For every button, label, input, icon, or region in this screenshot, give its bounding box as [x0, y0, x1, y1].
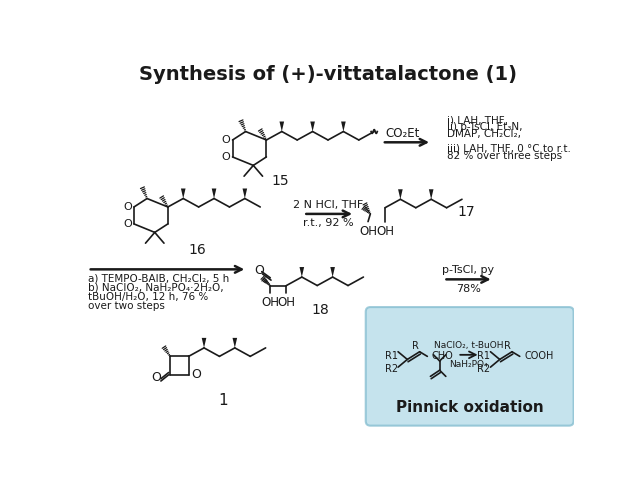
Text: DMAP, CH₂Cl₂,: DMAP, CH₂Cl₂, — [447, 129, 522, 139]
Polygon shape — [280, 121, 284, 132]
Text: R2: R2 — [385, 364, 398, 373]
Text: b) NaClO₂, NaH₂PO₄·2H₂O,: b) NaClO₂, NaH₂PO₄·2H₂O, — [88, 282, 223, 292]
Polygon shape — [243, 189, 247, 199]
Text: r.t., 92 %: r.t., 92 % — [303, 218, 353, 228]
Text: over two steps: over two steps — [88, 301, 164, 311]
Text: OH: OH — [261, 296, 279, 309]
Text: 16: 16 — [188, 243, 206, 257]
Polygon shape — [310, 121, 315, 132]
Text: 78%: 78% — [456, 284, 481, 294]
Text: Pinnick oxidation: Pinnick oxidation — [396, 400, 543, 415]
Polygon shape — [232, 338, 237, 348]
Text: O: O — [221, 152, 230, 162]
Polygon shape — [300, 267, 304, 277]
Text: 1: 1 — [218, 393, 228, 408]
Text: OH: OH — [376, 225, 394, 238]
Text: 82 % over three steps: 82 % over three steps — [447, 151, 563, 161]
Text: ii) p-TsCl, Et₃N,: ii) p-TsCl, Et₃N, — [447, 122, 523, 132]
Polygon shape — [212, 189, 216, 199]
Text: R: R — [504, 341, 511, 350]
Text: O: O — [123, 202, 132, 212]
Text: COOH: COOH — [524, 351, 554, 361]
Text: R: R — [412, 341, 419, 350]
Polygon shape — [341, 121, 346, 132]
Polygon shape — [398, 189, 403, 199]
Text: O: O — [151, 371, 161, 384]
Text: i) LAH, THF,: i) LAH, THF, — [447, 115, 508, 125]
FancyBboxPatch shape — [365, 307, 573, 426]
Text: O: O — [254, 264, 264, 276]
Text: Synthesis of (+)-vittatalactone (1): Synthesis of (+)-vittatalactone (1) — [139, 65, 517, 84]
Text: a) TEMPO-BAIB, CH₂Cl₂, 5 h: a) TEMPO-BAIB, CH₂Cl₂, 5 h — [88, 273, 229, 283]
Text: iii) LAH, THF, 0 °C to r.t.: iii) LAH, THF, 0 °C to r.t. — [447, 144, 572, 154]
Text: OH: OH — [277, 296, 296, 309]
Polygon shape — [429, 189, 433, 199]
Text: CHO: CHO — [432, 351, 454, 361]
Text: O: O — [221, 135, 230, 145]
Text: p-TsCl, py: p-TsCl, py — [442, 265, 494, 275]
Text: R1: R1 — [385, 351, 398, 361]
Text: tBuOH/H₂O, 12 h, 76 %: tBuOH/H₂O, 12 h, 76 % — [88, 292, 208, 302]
Text: CO₂Et: CO₂Et — [385, 127, 419, 140]
Text: R1: R1 — [477, 351, 490, 361]
Text: 17: 17 — [458, 204, 475, 218]
Text: 15: 15 — [271, 174, 289, 188]
Text: O: O — [191, 368, 201, 381]
Polygon shape — [330, 267, 335, 277]
Text: 2 N HCl, THF: 2 N HCl, THF — [293, 201, 363, 210]
Polygon shape — [202, 338, 206, 348]
Text: R2: R2 — [477, 364, 490, 373]
Polygon shape — [181, 189, 186, 199]
Text: O: O — [123, 219, 132, 229]
Text: NaH₂PO₄: NaH₂PO₄ — [449, 360, 488, 369]
Text: OH: OH — [359, 225, 377, 238]
Text: 18: 18 — [312, 303, 329, 317]
Text: NaClO₂, t-BuOH: NaClO₂, t-BuOH — [434, 341, 504, 350]
